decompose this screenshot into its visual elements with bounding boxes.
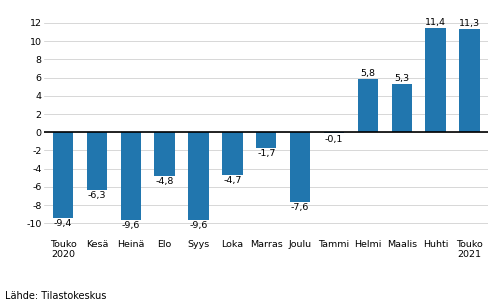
Text: -6,3: -6,3 — [88, 191, 106, 200]
Text: -9,6: -9,6 — [122, 221, 140, 230]
Text: 5,8: 5,8 — [360, 69, 375, 78]
Text: Lähde: Tilastokeskus: Lähde: Tilastokeskus — [5, 291, 106, 301]
Text: -1,7: -1,7 — [257, 149, 276, 158]
Bar — [425, 28, 446, 132]
Text: -9,4: -9,4 — [54, 219, 72, 228]
Text: -4,8: -4,8 — [155, 178, 174, 186]
Text: 11,4: 11,4 — [425, 18, 446, 27]
Bar — [459, 29, 480, 132]
Bar — [357, 79, 378, 132]
Text: -4,7: -4,7 — [223, 176, 242, 185]
Text: -7,6: -7,6 — [291, 203, 309, 212]
Bar — [324, 132, 344, 133]
Bar — [256, 132, 277, 148]
Text: -9,6: -9,6 — [189, 221, 208, 230]
Bar — [188, 132, 209, 220]
Text: -0,1: -0,1 — [325, 135, 343, 143]
Text: 5,3: 5,3 — [394, 74, 409, 83]
Bar — [154, 132, 175, 176]
Bar — [121, 132, 141, 220]
Text: 11,3: 11,3 — [459, 19, 480, 28]
Bar — [53, 132, 73, 218]
Bar — [87, 132, 107, 190]
Bar — [290, 132, 310, 202]
Bar — [222, 132, 243, 175]
Bar — [391, 84, 412, 132]
